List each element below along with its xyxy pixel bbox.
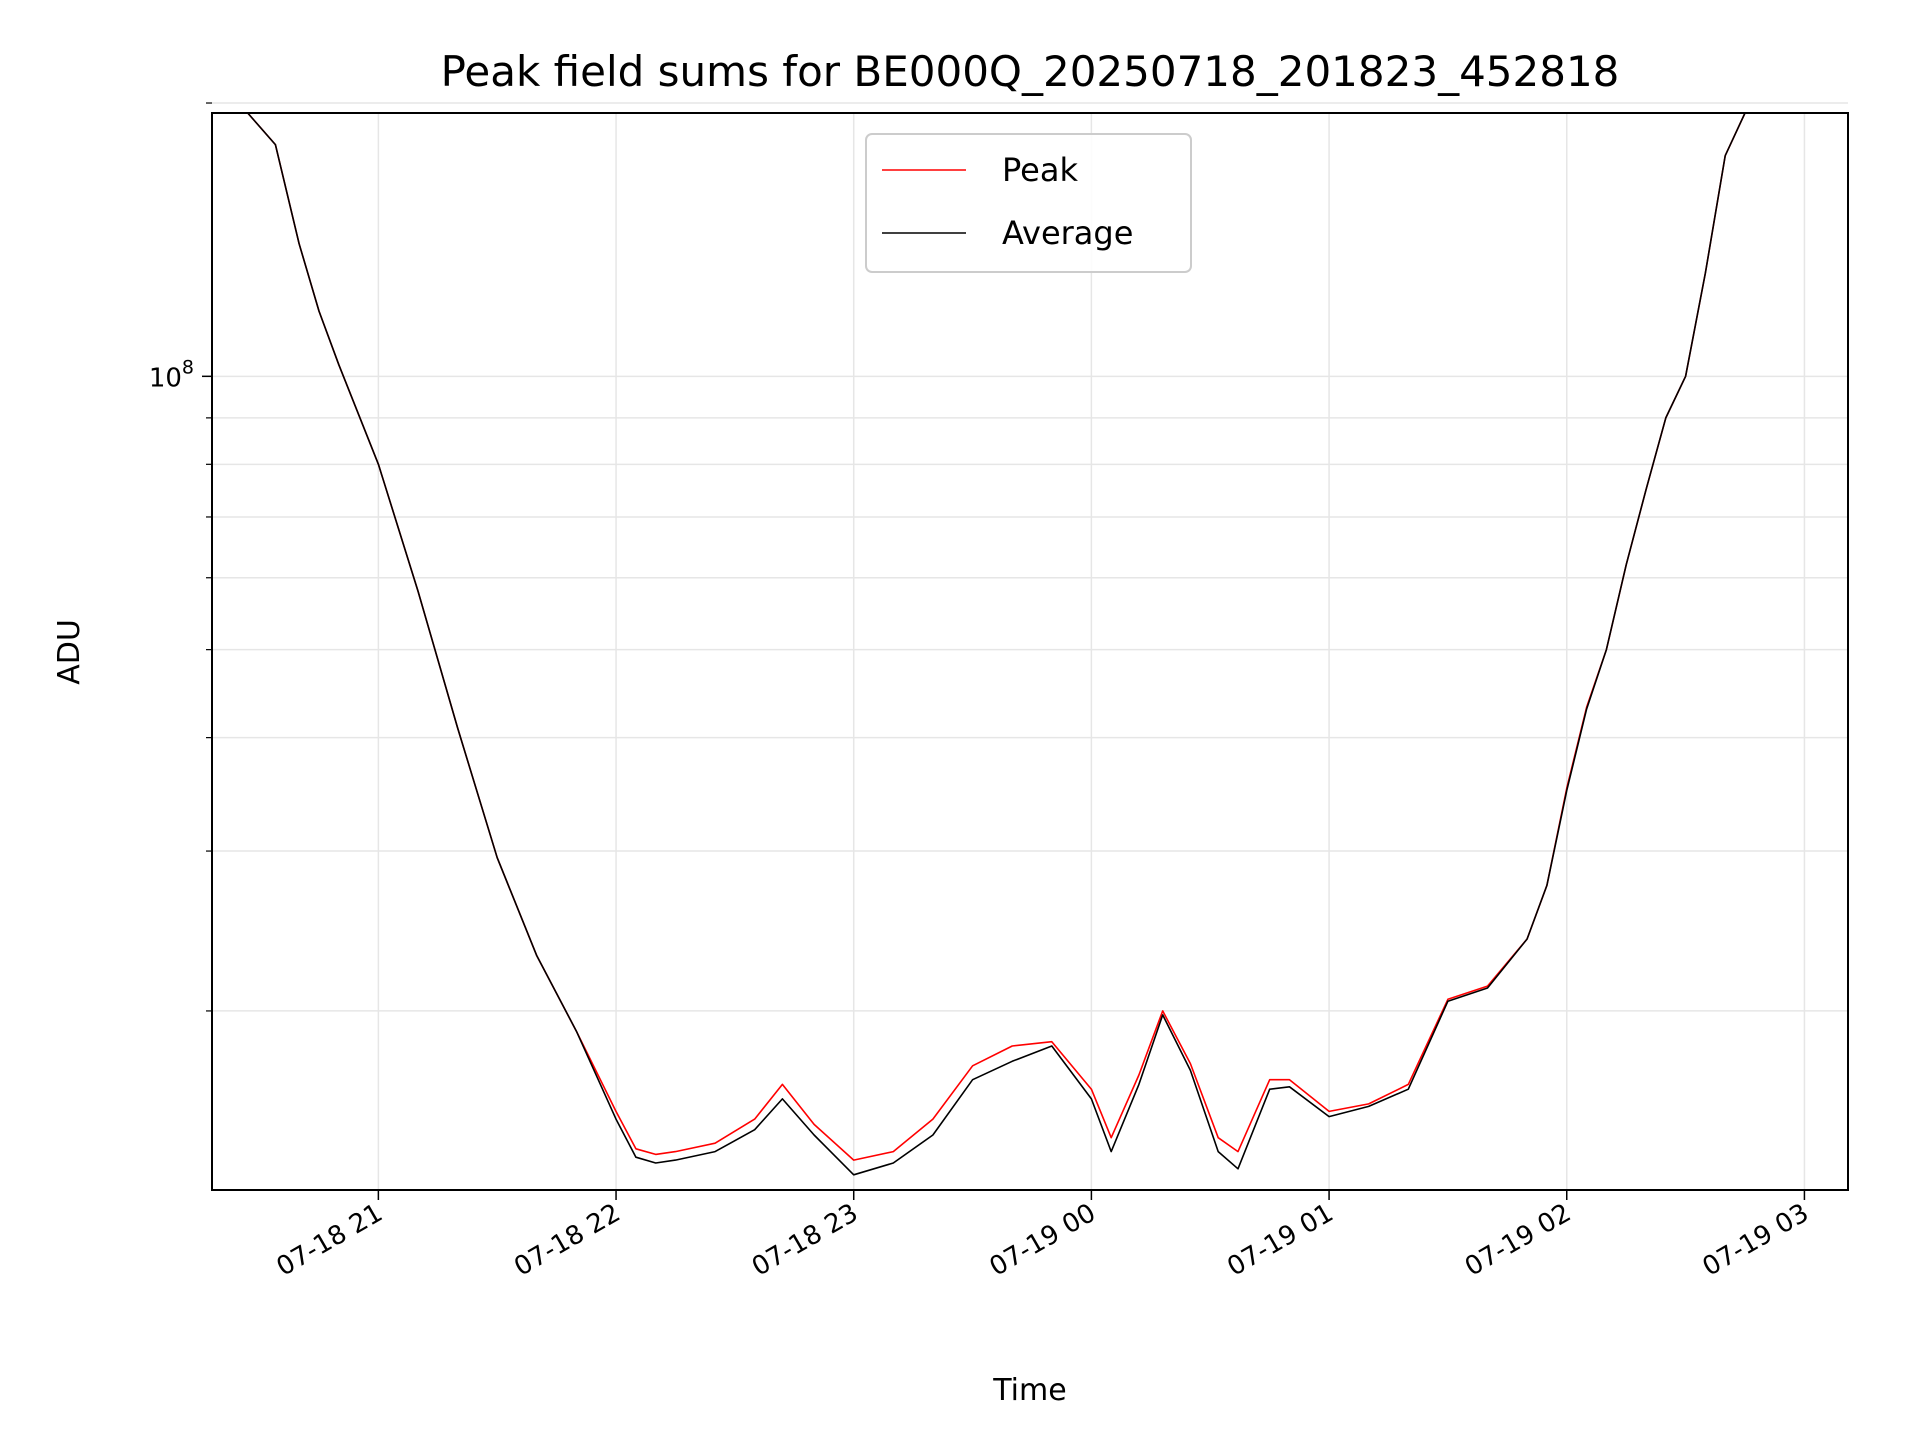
legend-label-average: Average (1002, 214, 1133, 252)
legend-frame (865, 133, 1192, 273)
y-tick-label-exponent: 8 (182, 356, 194, 378)
y-tick-label-base: 10 (149, 363, 182, 393)
legend: Peak Average (865, 133, 1192, 273)
y-axis-title: ADU (52, 619, 87, 685)
series-line-average (212, 113, 1765, 1176)
plot-frame (211, 112, 1849, 1191)
y-tick-label: 108 (149, 356, 194, 393)
x-axis-title: Time (992, 1373, 1066, 1408)
legend-label-peak: Peak (1002, 151, 1078, 189)
chart-title: Peak field sums for BE000Q_20250718_2018… (441, 47, 1620, 96)
